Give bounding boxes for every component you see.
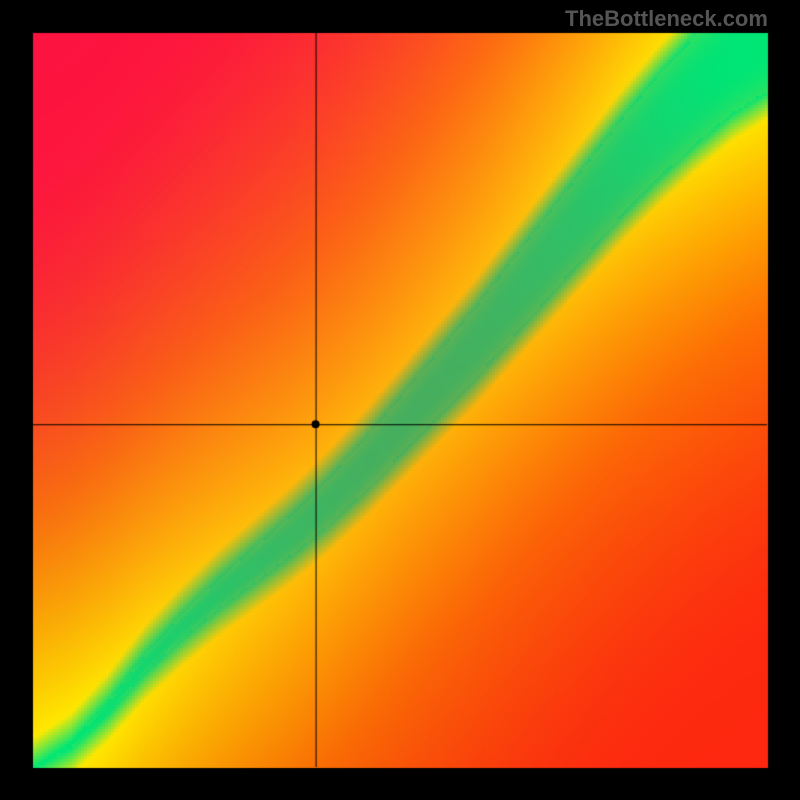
bottleneck-heatmap [0,0,800,800]
watermark-text: TheBottleneck.com [565,6,768,32]
